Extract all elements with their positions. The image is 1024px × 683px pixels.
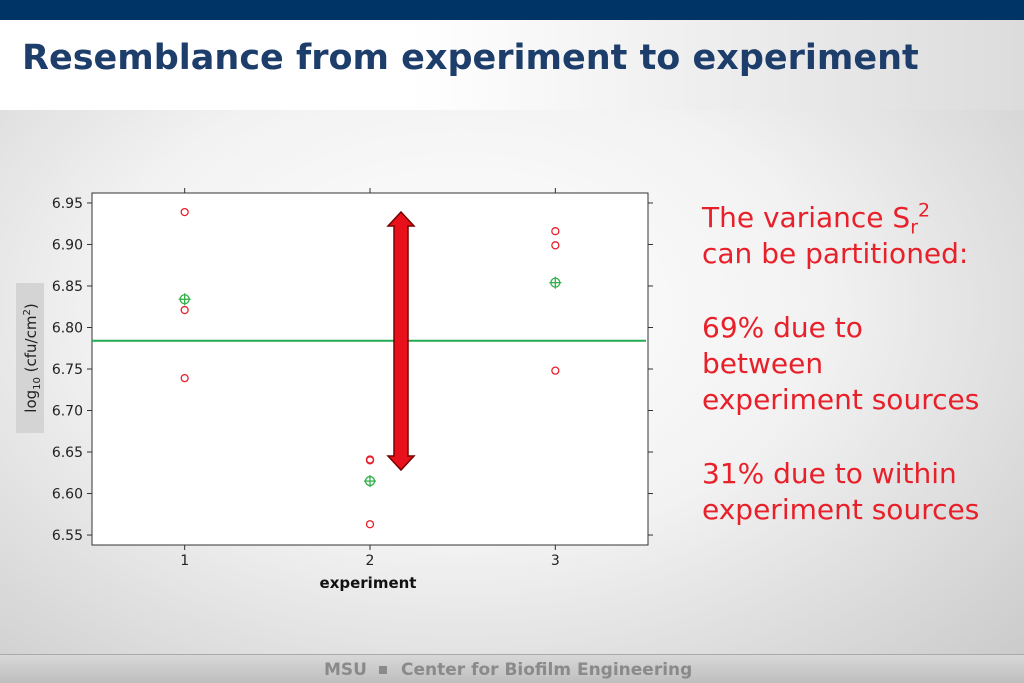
- y-tick-label: 6.85: [52, 279, 83, 295]
- ylabel-part: log: [22, 390, 40, 413]
- y-tick-label: 6.60: [52, 487, 83, 503]
- note-text: The variance S: [702, 201, 911, 234]
- y-tick-label: 6.70: [52, 404, 83, 420]
- note-line: between: [702, 347, 824, 380]
- y-tick-label: 6.55: [52, 528, 83, 544]
- y-tick-label: 6.75: [52, 362, 83, 378]
- ylabel-sup: 2: [22, 309, 33, 315]
- data-point: [180, 373, 189, 383]
- ylabel-sub: 10: [32, 377, 43, 390]
- data-point: [365, 520, 375, 529]
- note-line: experiment sources: [702, 383, 980, 416]
- top-bar: [0, 0, 1024, 20]
- mean-point: [549, 276, 562, 289]
- note: 31% due to within experiment sources: [702, 456, 979, 528]
- data-point: [180, 305, 189, 315]
- ylabel-part: (cfu/cm: [22, 316, 40, 378]
- x-tick-label: 1: [180, 553, 189, 569]
- y-axis-label: log10 (cfu/cm2): [22, 303, 43, 412]
- marks: 6.55 6.60 6.65 6.70 6.75 6.80 6.85 6.90 6.95 1 2 3: [52, 188, 653, 569]
- mean-point: [364, 475, 376, 488]
- plot-area: [91, 192, 649, 546]
- ylabel-box: [16, 283, 44, 433]
- footer: MSU Center for Biofilm Engineering: [0, 654, 1024, 683]
- double-arrow: [386, 210, 416, 472]
- title-bar: [0, 20, 1024, 110]
- footer-text: Center for Biofilm Engineering: [401, 660, 693, 680]
- data-point: [551, 227, 560, 236]
- note-line: experiment sources: [702, 493, 980, 526]
- y-tick-label: 6.95: [52, 196, 83, 212]
- y-tick-label: 6.65: [52, 445, 83, 461]
- note-sub: r: [910, 216, 919, 239]
- x-tick-label: 3: [551, 553, 560, 569]
- footer-text: MSU: [324, 660, 367, 680]
- data-point: [551, 241, 560, 250]
- y-tick-label: 6.90: [52, 237, 83, 253]
- note-line: 31% due to within: [702, 457, 957, 490]
- footer-bullet: [379, 666, 387, 674]
- data-point: [180, 207, 189, 217]
- note-text: can be partitioned:: [702, 237, 969, 270]
- note: 69% due to between experiment sources: [702, 310, 979, 418]
- data-point: [365, 456, 375, 465]
- slide-title: Resemblance from experiment to experimen…: [22, 38, 919, 78]
- x-tick-label: 2: [366, 553, 375, 569]
- data-point: [551, 366, 560, 375]
- note-line: 69% due to: [702, 311, 863, 344]
- mean-point: [178, 293, 191, 306]
- ylabel-part: ): [22, 303, 40, 309]
- note: The variance Sr2 can be partitioned:: [702, 200, 968, 272]
- x-axis-label: experiment: [320, 574, 417, 592]
- y-tick-label: 6.80: [52, 320, 83, 336]
- note-sup: 2: [918, 199, 931, 222]
